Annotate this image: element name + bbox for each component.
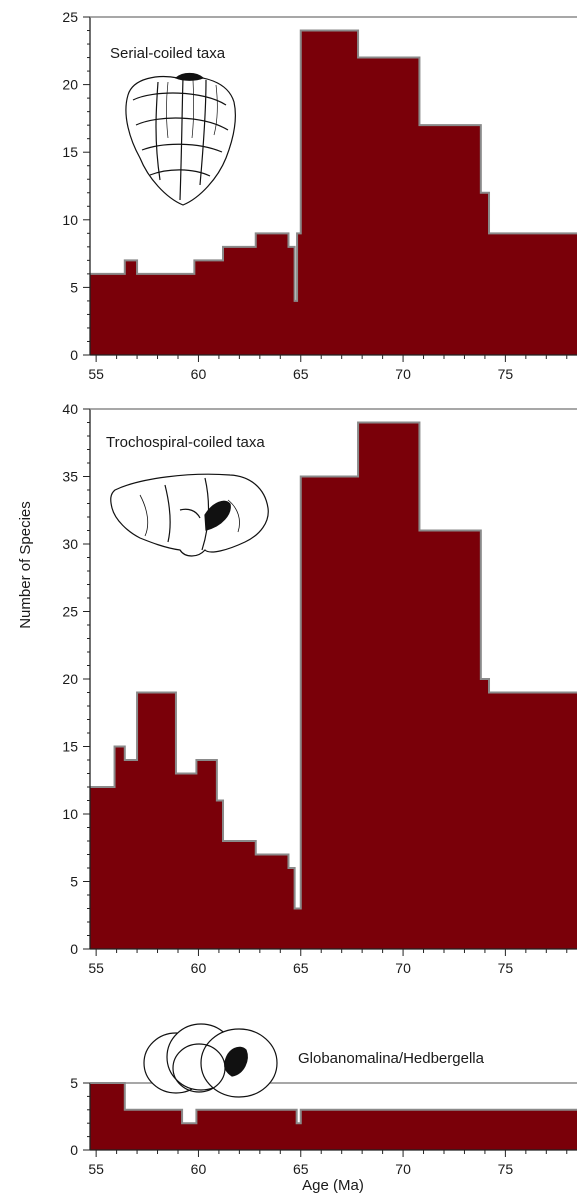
y-tick-label: 0	[70, 1142, 78, 1158]
area-fill-globanomalina-hedbergella	[90, 1083, 577, 1150]
y-tick-label: 10	[62, 212, 78, 228]
y-tick-label: 25	[62, 9, 78, 25]
serial-coiled-foraminifera-drawing	[125, 72, 237, 206]
y-tick-label: 5	[70, 1075, 78, 1091]
x-tick-label: 65	[293, 1161, 309, 1177]
x-tick-label: 60	[191, 1161, 207, 1177]
x-tick-label: 75	[498, 960, 514, 976]
x-tick-label: 60	[191, 366, 207, 382]
y-tick-label: 15	[62, 144, 78, 160]
panel-trochospiral-coiled: 0 5 10 15 20 25 30 35 40 55 60 65 70 75 Trochospiral-…	[62, 401, 577, 976]
x-tick-label: 55	[88, 1161, 104, 1177]
panel-title-trochospiral-coiled: Trochospiral-coiled taxa	[106, 434, 265, 451]
globanomalina-hedbergella-drawing	[143, 1023, 278, 1098]
x-tick-label: 65	[293, 366, 309, 382]
y-tick-label: 0	[70, 941, 78, 957]
series-area-trochospiral-coiled	[90, 421, 577, 949]
x-tick-label: 70	[395, 366, 411, 382]
y-tick-label: 20	[62, 671, 78, 687]
panel-title-serial-coiled: Serial-coiled taxa	[110, 45, 226, 62]
area-fill-serial-coiled	[90, 30, 577, 356]
y-tick-label: 25	[62, 604, 78, 620]
x-tick-label: 55	[88, 366, 104, 382]
y-tick-label: 0	[70, 347, 78, 363]
series-area-globanomalina-hedbergella	[90, 1082, 577, 1150]
x-tick-label: 70	[395, 960, 411, 976]
trochospiral-coiled-foraminifera-drawing	[110, 473, 269, 557]
x-tick-label: 75	[498, 1161, 514, 1177]
area-fill-trochospiral-coiled	[90, 422, 577, 949]
x-axis-title: Age (Ma)	[302, 1177, 364, 1194]
x-tick-label: 55	[88, 960, 104, 976]
x-tick-label: 75	[498, 366, 514, 382]
x-tick-label: 70	[395, 1161, 411, 1177]
y-tick-label: 30	[62, 536, 78, 552]
step-line-globanomalina-hedbergella	[90, 1082, 577, 1125]
axes-serial-coiled: 0 5 10 15 20 25 55 60 65 70 75	[62, 9, 577, 382]
y-axis-title: Number of Species	[17, 501, 34, 629]
x-tick-label: 60	[191, 960, 207, 976]
panel-serial-coiled: 0 5 10 15 20 25 55 60 65 70 75 Serial-coiled taxa	[62, 9, 577, 382]
panel-title-globanomalina-hedbergella: Globanomalina/Hedbergella	[298, 1050, 485, 1067]
y-tick-label: 35	[62, 469, 78, 485]
step-line-serial-coiled	[90, 29, 577, 302]
y-tick-label: 5	[70, 279, 78, 295]
y-tick-label: 15	[62, 739, 78, 755]
y-tick-label: 20	[62, 77, 78, 93]
step-line-trochospiral-coiled	[90, 421, 577, 910]
x-tick-label: 65	[293, 960, 309, 976]
series-area-serial-coiled	[90, 29, 577, 356]
axes-trochospiral-coiled: 0 5 10 15 20 25 30 35 40 55 60 65 70 75	[62, 401, 577, 976]
y-tick-label: 40	[62, 401, 78, 417]
y-tick-label: 5	[70, 874, 78, 890]
y-tick-label: 10	[62, 806, 78, 822]
